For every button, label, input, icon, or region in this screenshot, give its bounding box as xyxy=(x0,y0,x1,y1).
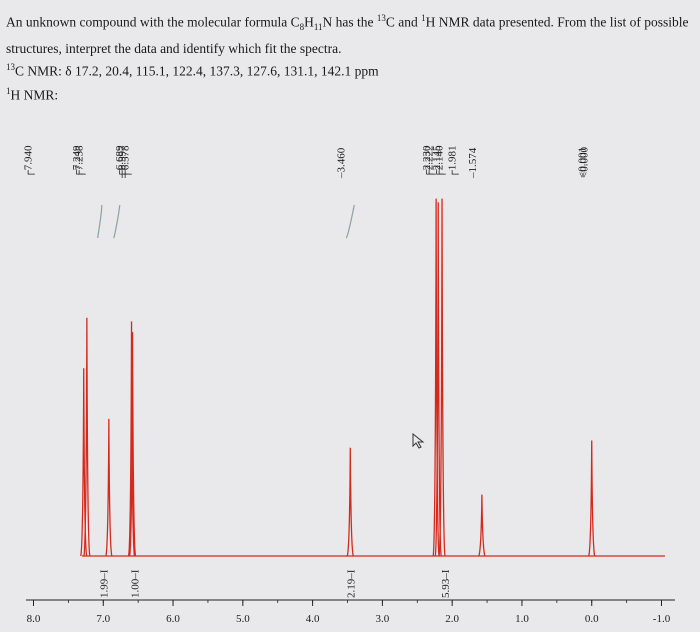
x-tick-label: 3.0 xyxy=(376,613,390,625)
integral-curve xyxy=(113,204,121,239)
spectrum-peak xyxy=(127,321,136,557)
question-text: An unknown compound with the molecular f… xyxy=(6,8,694,59)
mouse-cursor-icon xyxy=(412,432,426,454)
peak-label: <0.000 xyxy=(579,147,591,178)
x-tick-label: 1.0 xyxy=(515,613,529,625)
spectrum-peak xyxy=(432,198,440,557)
integral-value: 5.93–I xyxy=(440,569,452,598)
peak-label: ┌2.222 xyxy=(424,145,437,178)
peak-label: –1.574 xyxy=(467,147,479,179)
peak-label: ┌2.140 xyxy=(433,145,446,178)
peak-label: ┌7.940 xyxy=(23,145,36,178)
integral-curve xyxy=(97,204,103,239)
x-tick-label: 5.0 xyxy=(236,613,250,625)
spectrum-peak xyxy=(478,494,486,557)
integral-curve xyxy=(345,204,355,239)
peak-label: ┬6.597 xyxy=(116,145,129,179)
spectrum-peak xyxy=(346,447,354,557)
x-tick-label: 2.0 xyxy=(445,613,459,625)
peak-label: ┌1.981 xyxy=(446,145,459,178)
spectrum-peak xyxy=(83,317,91,557)
question-line-2: structures, interpret the data and ident… xyxy=(6,41,342,57)
spectrum-peak xyxy=(588,440,596,557)
x-tick-label: 0.0 xyxy=(585,613,599,625)
c13-nmr-data: 13C NMR: δ 17.2, 20.4, 115.1, 122.4, 137… xyxy=(6,62,379,79)
peak-label: ┌7.249 xyxy=(71,145,84,178)
spectrum-peak xyxy=(438,198,446,557)
x-tick-label: -1.0 xyxy=(653,613,671,625)
x-tick-label: 7.0 xyxy=(96,613,110,625)
x-tick-label: 4.0 xyxy=(306,613,320,625)
peak-label: ┌2.145 xyxy=(431,145,444,178)
peak-label: <0.001 xyxy=(577,147,589,178)
integral-value: 1.00–I xyxy=(130,569,142,598)
integral-value: 2.19–I xyxy=(345,569,357,598)
integral-value: 1.99–I xyxy=(98,569,110,598)
peak-label: ┌6.689 xyxy=(114,145,127,178)
peak-label: ┌7.238 xyxy=(74,145,87,178)
h1-nmr-heading: 1H NMR: xyxy=(6,86,59,103)
x-tick-label: 6.0 xyxy=(166,613,180,625)
peak-label: –3.460 xyxy=(335,147,347,179)
x-tick-label: 8.0 xyxy=(27,613,41,625)
question-line-1: An unknown compound with the molecular f… xyxy=(6,13,689,33)
peak-label: ┌2.230 xyxy=(421,145,434,178)
spectrum-peak xyxy=(105,418,113,557)
peak-label: ┬6.578 xyxy=(120,145,133,179)
spectrum-peak xyxy=(128,332,137,557)
